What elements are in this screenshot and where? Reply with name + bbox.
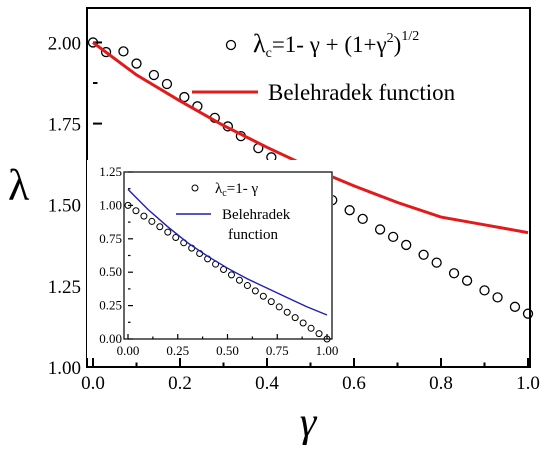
inset-x-tick-label: 0.50 — [216, 343, 239, 358]
main-y-tick-labels: 1.00 1.25 1.50 1.75 2.00 — [48, 33, 81, 379]
main-y-tick-label: 1.25 — [48, 277, 81, 298]
main-legend-lambda: λ — [253, 29, 266, 58]
inset-legend-sub: c — [222, 188, 227, 199]
inset-y-tick-label: 1.25 — [99, 164, 122, 179]
main-x-tick-label: 0.8 — [429, 373, 453, 394]
inset-background — [87, 160, 333, 358]
main-y-axis-label: λ — [8, 161, 30, 210]
inset-data-point — [172, 233, 180, 241]
main-data-point — [131, 58, 142, 69]
main-data-point — [401, 239, 412, 251]
inset-data-point — [140, 212, 148, 220]
main-y-tick-label: 2.00 — [48, 33, 81, 54]
inset-data-point — [299, 319, 307, 327]
inset-y-tick-label: 0.75 — [99, 231, 122, 246]
inset-data-point — [148, 217, 156, 225]
main-legend-exp: 1/2 — [401, 29, 419, 44]
inset-legend-label-belehradek-line1: Belehradek — [222, 207, 291, 223]
main-data-point — [161, 78, 173, 90]
main-data-point — [479, 285, 490, 296]
inset-y-tick-label: 0.25 — [99, 298, 122, 313]
main-x-tick-label: 1.0 — [516, 373, 540, 394]
inset-x-tick-label: 0.25 — [166, 343, 189, 358]
inset-data-point — [235, 276, 243, 284]
inset-x-tick-label: 0.75 — [266, 343, 289, 358]
main-data-point — [448, 268, 460, 279]
main-data-point — [87, 37, 99, 48]
main-data-point — [357, 213, 368, 225]
inset-data-point — [124, 201, 132, 209]
inset-legend-marker-circles — [191, 184, 199, 192]
main-x-tick-label: 0.0 — [81, 373, 105, 394]
main-x-tick-label: 0.4 — [255, 373, 279, 394]
main-data-point — [148, 69, 160, 81]
main-legend-expr: =1- γ + (1+γ — [272, 32, 387, 57]
inset-data-point — [291, 314, 299, 322]
inset-data-point — [283, 308, 291, 316]
main-data-point — [418, 249, 429, 260]
main-data-point — [431, 257, 442, 268]
main-legend: λc=1- γ + (1+γ2)1/2 Belehradek function — [192, 29, 456, 105]
main-legend-sq: 2 — [387, 31, 394, 46]
main-data-point — [522, 308, 534, 319]
main-data-point — [100, 46, 112, 58]
inset-data-point — [275, 303, 283, 311]
inset-data-point — [227, 271, 235, 279]
main-data-point — [387, 231, 399, 243]
inset-legend-expr: =1- γ — [227, 181, 259, 197]
main-y-tick-label: 1.00 — [48, 358, 81, 379]
inset-x-tick-labels: 0.00 0.25 0.50 0.75 1.00 — [117, 343, 339, 358]
inset-x-tick-label: 0.00 — [117, 343, 140, 358]
main-data-point — [179, 91, 190, 103]
inset-data-point — [307, 324, 315, 332]
main-legend-label-circles: λc=1- γ + (1+γ2)1/2 — [253, 29, 419, 61]
main-x-tick-labels: 0.0 0.2 0.4 0.6 0.8 1.0 — [81, 373, 540, 394]
inset-legend-label-circles: λc=1- γ — [215, 181, 258, 199]
inset-data-point — [267, 298, 275, 306]
main-data-point — [118, 46, 129, 57]
inset-data-point — [259, 292, 267, 300]
main-y-tick-label: 1.50 — [48, 196, 81, 217]
inset-legend-lambda: λ — [215, 181, 223, 197]
inset-chart: 0.00 0.25 0.50 0.75 1.00 0.00 0.25 0.50 0.75 1.0… — [87, 160, 338, 358]
inset-y-tick-label: 0.00 — [99, 331, 122, 346]
main-legend-sub: c — [266, 46, 272, 61]
main-y-tick-label: 1.75 — [48, 115, 81, 136]
main-legend-close: ) — [394, 32, 402, 57]
inset-data-point — [164, 228, 172, 236]
inset-series-line-1 — [127, 188, 328, 316]
inset-y-tick-labels: 0.00 0.25 0.50 0.75 1.00 1.25 — [99, 164, 122, 346]
inset-legend-label-belehradek-line2: function — [228, 227, 278, 243]
inset-y-tick-label: 0.50 — [99, 264, 122, 279]
inset-data-point — [132, 207, 140, 215]
main-x-axis-label: γ — [300, 400, 318, 446]
main-legend-label-belehradek: Belehradek function — [268, 80, 456, 105]
main-data-point — [492, 292, 503, 303]
inset-legend: λc=1- γ Belehradek function — [176, 181, 291, 243]
inset-series-layer — [124, 188, 331, 343]
inset-data-point — [323, 335, 331, 343]
main-x-tick-label: 0.2 — [168, 373, 192, 394]
main-x-tick-label: 0.6 — [342, 373, 366, 394]
inset-data-point — [315, 330, 323, 338]
inset-y-tick-label: 1.00 — [99, 197, 122, 212]
main-data-point — [509, 301, 521, 312]
main-data-point — [461, 275, 473, 286]
main-data-point — [344, 205, 355, 216]
inset-data-point — [251, 287, 259, 295]
inset-x-tick-label: 1.00 — [316, 343, 339, 358]
main-legend-marker-circles — [225, 39, 237, 51]
main-data-point — [374, 224, 386, 235]
inset-data-point — [243, 282, 251, 290]
inset-data-point — [156, 223, 164, 231]
